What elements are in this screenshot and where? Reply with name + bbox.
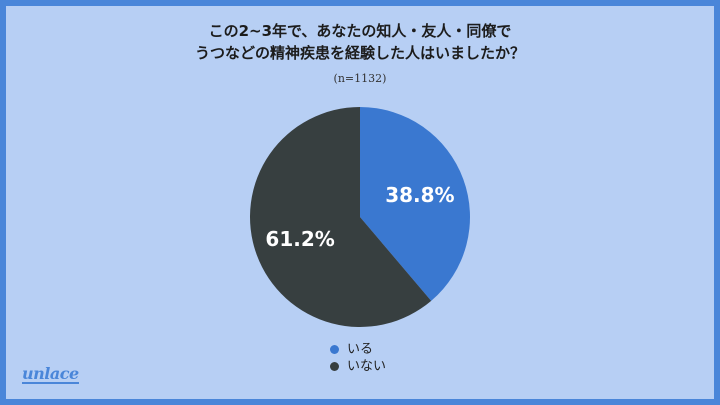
slice-label-1: 61.2%: [265, 227, 334, 251]
slice-label-0: 38.8%: [385, 183, 454, 207]
title-line-2: うつなどの精神疾患を経験した人はいましたか？: [194, 44, 525, 62]
legend-label-inai: いない: [347, 359, 387, 374]
legend-item-inai: いない: [330, 358, 386, 375]
legend-swatch-inai: [330, 362, 339, 371]
legend-swatch-iru: [330, 345, 339, 354]
pie-slice-1: [249, 107, 432, 327]
chart-title: この2~3年で、あなたの知人・友人・同僚で うつなどの精神疾患を経験した人はいま…: [0, 20, 720, 64]
unlace-logo: unlace: [22, 364, 79, 384]
sample-size: (n=1132): [333, 72, 387, 85]
legend-item-iru: いる: [330, 341, 386, 358]
legend-label-iru: いる: [347, 342, 374, 357]
title-line-1: この2~3年で、あなたの知人・友人・同僚で: [208, 22, 512, 40]
pie-slice-0: [360, 107, 470, 301]
legend: いる いない: [330, 341, 386, 375]
